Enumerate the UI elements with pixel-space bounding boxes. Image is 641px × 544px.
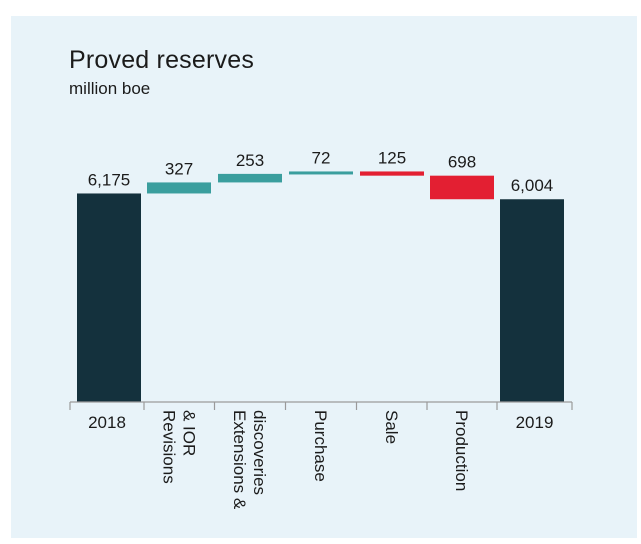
- data-label-0: 6,175: [88, 170, 131, 189]
- x-tick-label-4: Sale: [382, 410, 401, 444]
- x-tick-label-line: Production: [452, 410, 471, 491]
- x-tick-label-0: 2018: [88, 413, 126, 432]
- x-tick-label-2: Extensions & discoveries: [230, 410, 269, 510]
- x-tick-label-line: Revisions: [159, 410, 178, 484]
- data-label-6: 6,004: [511, 176, 554, 195]
- data-label-2: 253: [236, 151, 264, 170]
- bar-3: [289, 171, 353, 174]
- x-tick-label-6: 2019: [516, 413, 554, 432]
- bar-1: [147, 182, 211, 193]
- data-label-1: 327: [165, 159, 193, 178]
- bar-4: [360, 171, 424, 175]
- x-tick-label-line: discoveries: [250, 410, 269, 495]
- x-tick-label-3: Purchase: [311, 410, 330, 482]
- x-tick-label-line: & IOR: [179, 410, 198, 456]
- data-label-3: 72: [312, 148, 331, 167]
- data-label-4: 125: [378, 148, 406, 167]
- bar-0: [77, 193, 141, 402]
- x-tick-label-line: Extensions &: [230, 410, 249, 510]
- data-label-5: 698: [448, 153, 476, 172]
- bar-6: [500, 199, 564, 402]
- x-tick-label-1: Revisions & IOR: [159, 410, 198, 484]
- bar-5: [430, 176, 494, 200]
- bar-2: [218, 174, 282, 183]
- x-tick-label-5: Production: [452, 410, 471, 491]
- x-tick-label-line: Purchase: [311, 410, 330, 482]
- x-tick-label-line: Sale: [382, 410, 401, 444]
